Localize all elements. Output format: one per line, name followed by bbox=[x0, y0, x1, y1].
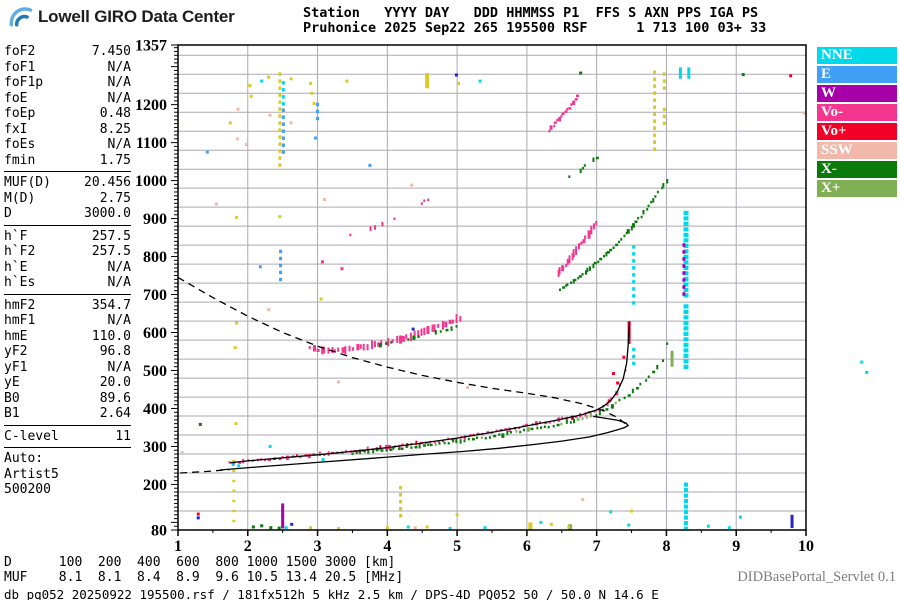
svg-text:4: 4 bbox=[383, 538, 391, 555]
param-row-b0: B0 89.6 bbox=[4, 390, 131, 406]
servlet-version: DIDBasePortal_Servlet 0.1 bbox=[737, 569, 896, 585]
svg-text:3: 3 bbox=[314, 538, 322, 555]
param-row-b1: B1 2.64 bbox=[4, 406, 131, 421]
param-row-foe: foE N/A bbox=[4, 90, 131, 106]
legend-item-vo+: Vo+ bbox=[817, 123, 897, 140]
param-row-fof1: foF1 N/A bbox=[4, 59, 131, 75]
svg-text:200: 200 bbox=[143, 477, 167, 494]
svg-text:600: 600 bbox=[143, 325, 167, 342]
param-row-foep: foEp 0.48 bbox=[4, 106, 131, 121]
param-row-foes: foEs N/A bbox=[4, 137, 131, 152]
svg-text:80: 80 bbox=[151, 523, 167, 540]
param-row-auto: Auto: bbox=[4, 451, 44, 466]
status-line: db pq052 20250922 195500.rsf / 181fx512h… bbox=[4, 587, 659, 600]
svg-text:700: 700 bbox=[143, 287, 167, 304]
param-row-fxi: fxI 8.25 bbox=[4, 121, 131, 137]
giro-wave-icon bbox=[9, 7, 33, 27]
svg-text:6: 6 bbox=[523, 538, 531, 555]
param-row-md: M(D) 2.75 bbox=[4, 190, 131, 206]
muf-row: MUF 8.1 8.1 8.4 8.9 9.6 10.5 13.4 20.5 [… bbox=[4, 570, 404, 585]
svg-text:10: 10 bbox=[798, 538, 814, 555]
separator bbox=[4, 424, 131, 426]
param-row-yf2: yF2 96.8 bbox=[4, 344, 131, 359]
legend: NNE E W Vo- Vo+ SSW X- X+ bbox=[817, 47, 897, 199]
svg-text:800: 800 bbox=[143, 249, 167, 266]
svg-text:7: 7 bbox=[593, 538, 601, 555]
svg-text:2: 2 bbox=[244, 538, 252, 555]
param-row-fof1p: foF1p N/A bbox=[4, 75, 131, 90]
separator bbox=[4, 171, 131, 172]
legend-item-x-: X- bbox=[817, 161, 897, 178]
legend-item-e: E bbox=[817, 66, 897, 83]
station-header: Station YYYY DAY DDD HHMMSS P1 FFS S AXN… bbox=[303, 6, 766, 36]
legend-item-ssw: SSW bbox=[817, 142, 897, 159]
svg-text:8: 8 bbox=[662, 538, 670, 555]
param-row-ye: yE 20.0 bbox=[4, 375, 131, 390]
distance-row: D 100 200 400 600 800 1000 1500 3000 [km… bbox=[4, 555, 396, 570]
param-row-clevel: C-level 11 bbox=[4, 428, 131, 444]
header-line2: Pruhonice 2025 Sep22 265 195500 RSF 1 71… bbox=[303, 20, 767, 36]
legend-item-x+: X+ bbox=[817, 180, 897, 197]
param-row-hf: h`F 257.5 bbox=[4, 228, 131, 244]
separator bbox=[4, 293, 131, 295]
param-row-he: h`E N/A bbox=[4, 259, 131, 275]
svg-text:400: 400 bbox=[143, 401, 167, 418]
legend-item-w: W bbox=[817, 85, 897, 102]
svg-text:300: 300 bbox=[143, 439, 167, 456]
separator bbox=[4, 447, 131, 448]
svg-text:1200: 1200 bbox=[135, 97, 167, 114]
svg-text:900: 900 bbox=[143, 211, 167, 228]
param-row-500200: 500200 bbox=[4, 482, 51, 497]
header-line1: Station YYYY DAY DDD HHMMSS P1 FFS S AXN… bbox=[303, 5, 759, 21]
param-row-hmf1: hmF1 N/A bbox=[4, 313, 131, 328]
svg-text:1357: 1357 bbox=[135, 38, 167, 55]
logo: Lowell GIRO Data Center bbox=[8, 5, 235, 29]
legend-item-nne: NNE bbox=[817, 47, 897, 64]
svg-text:1100: 1100 bbox=[136, 135, 167, 152]
param-row-yf1: yF1 N/A bbox=[4, 359, 131, 375]
svg-text:1000: 1000 bbox=[135, 173, 167, 190]
param-row-fof2: foF2 7.450 bbox=[4, 44, 131, 59]
param-row-hme: hmE 110.0 bbox=[4, 328, 131, 344]
svg-text:5: 5 bbox=[453, 538, 461, 555]
svg-text:500: 500 bbox=[143, 363, 167, 380]
param-row-hmf2: hmF2 354.7 bbox=[4, 297, 131, 313]
legend-item-vo-: Vo- bbox=[817, 104, 897, 121]
param-row-d: D 3000.0 bbox=[4, 206, 131, 221]
param-row-mufd: MUF(D) 20.456 bbox=[4, 175, 131, 190]
svg-text:1: 1 bbox=[174, 538, 182, 555]
svg-text:9: 9 bbox=[732, 538, 740, 555]
param-row-hes: h`Es N/A bbox=[4, 275, 131, 290]
param-row-hf2: h`F2 257.5 bbox=[4, 244, 131, 259]
param-panel: foF2 7.450 foF1 N/A foF1p N/A foE N/A foEp 0.48 fx… bbox=[4, 44, 131, 498]
logo-text: Lowell GIRO Data Center bbox=[38, 7, 235, 26]
param-row-fmin: fmin 1.75 bbox=[4, 152, 131, 168]
separator bbox=[4, 224, 131, 226]
param-row-artist5: Artist5 bbox=[4, 466, 59, 482]
